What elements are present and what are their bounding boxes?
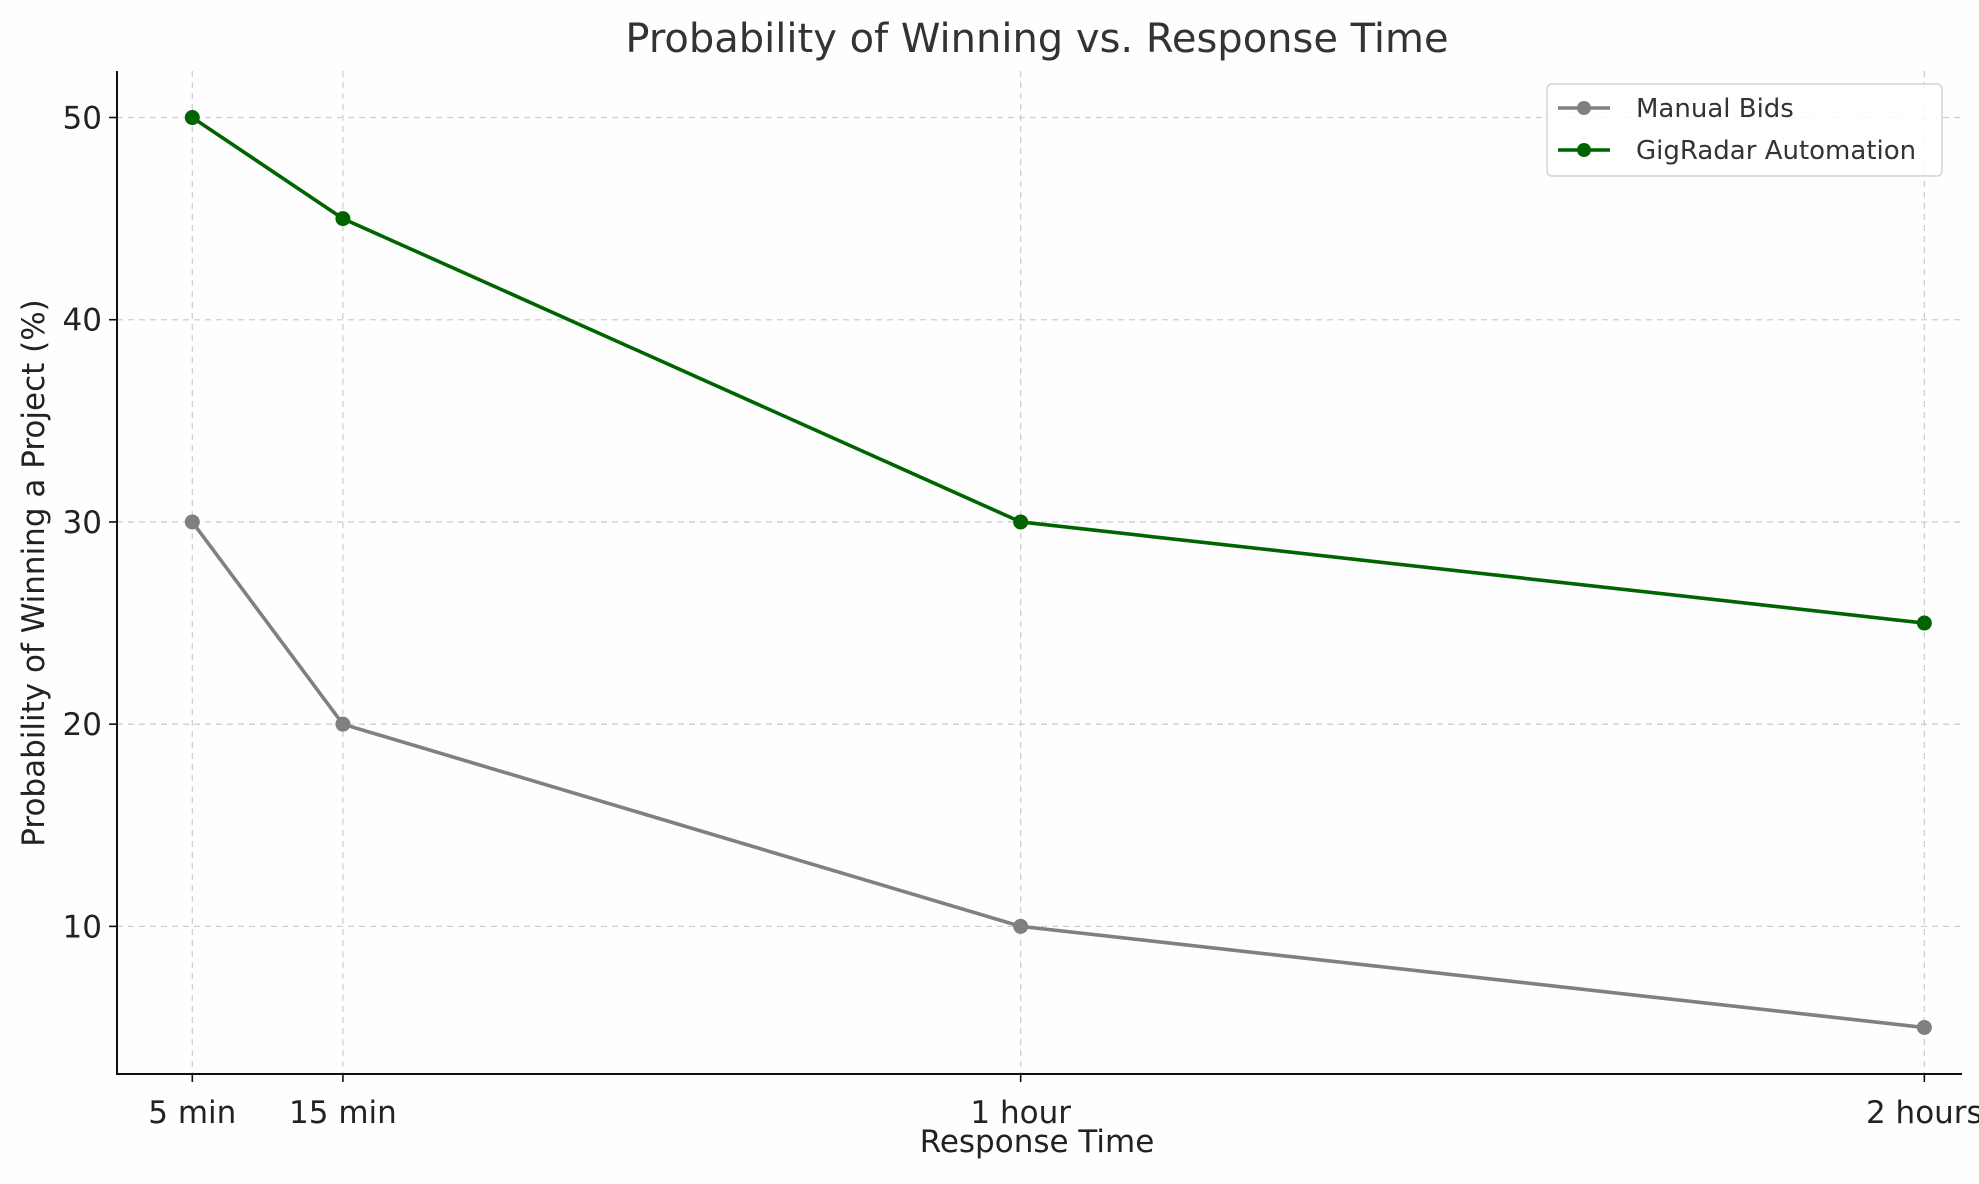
data-point-manual-bids: [1916, 1019, 1932, 1035]
y-tick-label: 20: [63, 707, 102, 743]
series-line-manual-bids: [190, 520, 1925, 1030]
data-point-gigradar-automation: [1916, 615, 1932, 631]
data-series: [184, 110, 1932, 1035]
x-tick-label: 1 hour: [970, 1095, 1071, 1131]
x-axis-label: Response Time: [920, 1124, 1155, 1160]
legend-marker-manual-bids: [1577, 101, 1591, 115]
y-tick-label: 40: [63, 303, 102, 339]
series-manual-bids: [184, 514, 1932, 1035]
data-point-manual-bids: [184, 514, 200, 530]
legend: Manual Bids GigRadar Automation: [1546, 83, 1943, 177]
series-gigradar-automation: [184, 110, 1932, 631]
y-tick-label: 10: [63, 909, 102, 945]
axes: [109, 71, 1962, 1082]
data-point-manual-bids: [335, 716, 351, 732]
gridlines: [117, 71, 1962, 1074]
legend-box: [1546, 83, 1943, 177]
data-point-manual-bids: [1013, 918, 1029, 934]
legend-marker-gigradar-automation: [1577, 143, 1591, 157]
legend-label-manual-bids: Manual Bids: [1636, 94, 1794, 124]
series-line-gigradar-automation: [191, 116, 1925, 625]
y-axis-label: Probability of Winning a Project (%): [16, 299, 52, 847]
legend-label-gigradar-automation: GigRadar Automation: [1636, 136, 1916, 166]
data-point-gigradar-automation: [184, 110, 200, 126]
tick-labels: 5 min 15 min 1 hour 2 hours 10 20 30 40 50: [63, 101, 1979, 1131]
y-tick-label: 50: [63, 101, 102, 137]
x-tick-label: 5 min: [148, 1095, 236, 1131]
x-tick-label: 15 min: [289, 1095, 397, 1131]
data-point-gigradar-automation: [1013, 514, 1029, 530]
y-tick-label: 30: [63, 505, 102, 541]
x-tick-label: 2 hours: [1866, 1095, 1979, 1131]
chart-title: Probability of Winning vs. Response Time: [625, 16, 1448, 62]
data-point-gigradar-automation: [335, 211, 351, 227]
